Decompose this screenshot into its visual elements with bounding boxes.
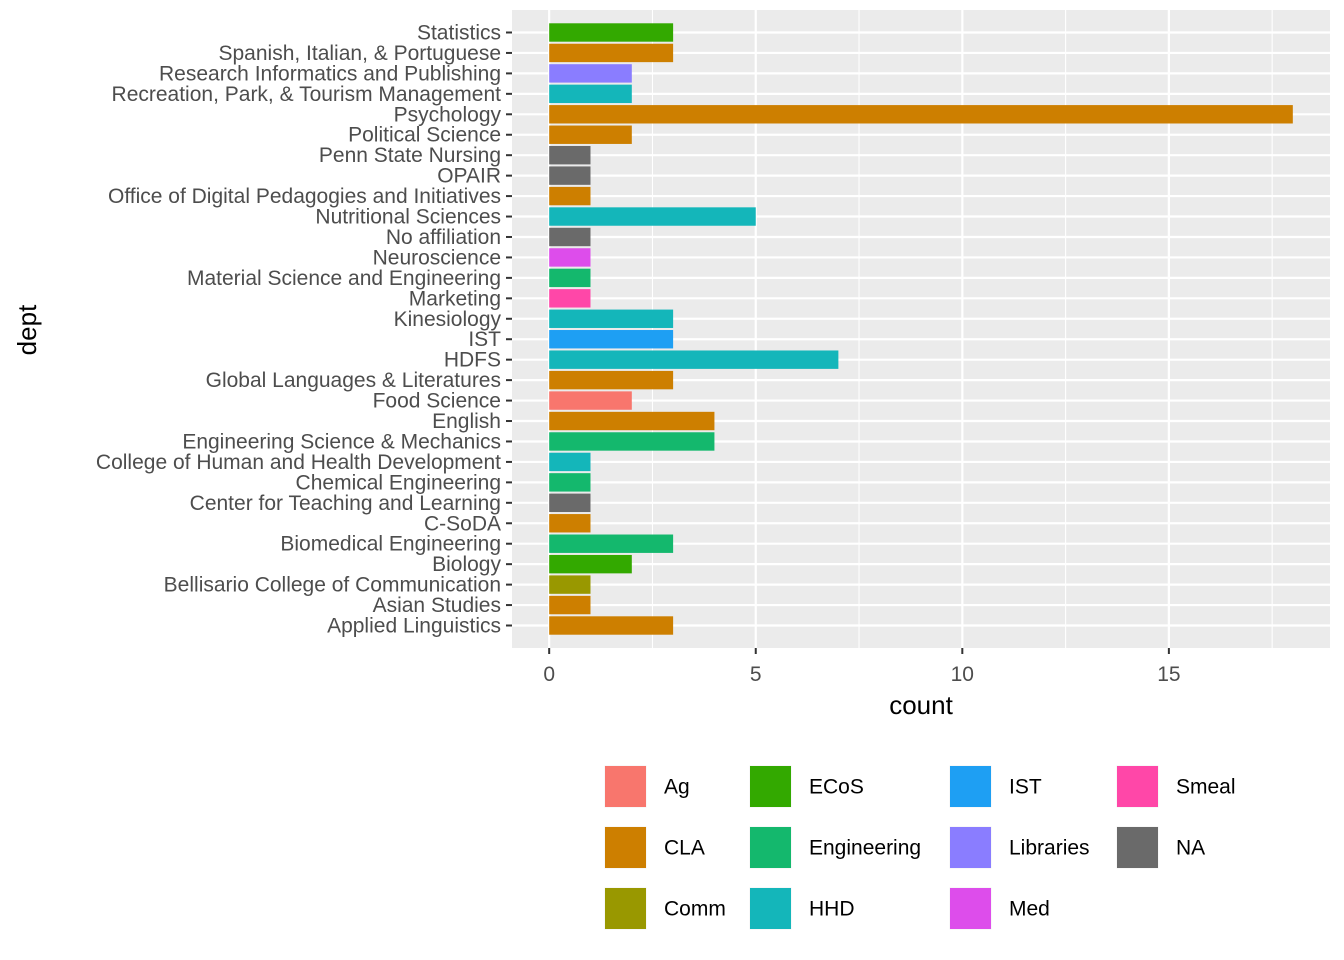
y-tick-label: HDFS [444, 349, 501, 372]
bar [549, 227, 591, 247]
x-tick-label: 0 [543, 663, 555, 686]
bar [549, 166, 591, 185]
bar [549, 145, 591, 165]
legend-label: Ag [664, 776, 690, 799]
legend-swatch [1117, 766, 1158, 807]
legend-swatch [605, 766, 646, 807]
bar [549, 23, 674, 42]
bar [549, 391, 632, 410]
y-tick-label: English [432, 410, 501, 433]
legend-label: Comm [664, 898, 726, 921]
legend-label: Libraries [1009, 837, 1090, 860]
bar [549, 534, 674, 553]
bar [549, 452, 591, 472]
legend-swatch [750, 827, 791, 868]
bar [549, 309, 674, 328]
x-tick-label: 10 [951, 663, 974, 686]
y-tick-label: College of Human and Health Development [96, 451, 501, 474]
bar [549, 207, 756, 226]
bar [549, 473, 591, 492]
y-tick-label: Neuroscience [373, 246, 501, 269]
legend-label: Engineering [809, 837, 921, 860]
y-tick-label: Marketing [409, 287, 501, 310]
x-tick-label: 15 [1157, 663, 1180, 686]
legend-swatch [950, 827, 991, 868]
x-axis-title: count [889, 690, 953, 720]
bar [549, 43, 674, 63]
legend-swatch [950, 888, 991, 929]
y-tick-label: Kinesiology [394, 308, 502, 331]
y-axis-title: dept [12, 304, 42, 355]
legend: Ag CLA Comm ECoS Engineering HHD IST Libraries M… [603, 764, 1236, 931]
x-axis: 0 5 10 15 [543, 648, 1181, 686]
bar [549, 514, 591, 533]
legend-label: CLA [664, 837, 705, 860]
legend-swatch [605, 888, 646, 929]
y-tick-label: Spanish, Italian, & Portuguese [218, 42, 501, 65]
legend-swatch [1117, 827, 1158, 868]
legend-label: Med [1009, 898, 1050, 921]
y-tick-label: Material Science and Engineering [187, 267, 501, 290]
y-tick-label: Biomedical Engineering [280, 533, 501, 556]
y-tick-label: IST [468, 328, 501, 351]
legend-label: HHD [809, 898, 855, 921]
y-tick-label: Bellisario College of Communication [164, 574, 501, 597]
y-tick-label: Nutritional Sciences [315, 206, 501, 229]
bar [549, 432, 715, 451]
x-tick-label: 5 [750, 663, 762, 686]
y-tick-label: OPAIR [437, 165, 501, 188]
bar [549, 248, 591, 267]
y-tick-label: Food Science [373, 390, 501, 413]
y-tick-label: Chemical Engineering [296, 471, 501, 494]
legend-label: IST [1009, 776, 1042, 799]
bar [549, 616, 674, 635]
bar [549, 330, 674, 349]
legend-label: ECoS [809, 776, 864, 799]
bar [549, 84, 632, 104]
y-tick-label: C-SoDA [424, 512, 501, 535]
y-tick-label: Asian Studies [373, 594, 501, 617]
bar [549, 350, 839, 369]
y-tick-label: Engineering Science & Mechanics [182, 430, 501, 453]
bar [549, 289, 591, 308]
y-tick-label: No affiliation [386, 226, 501, 249]
bars [549, 23, 1293, 635]
bar [549, 411, 715, 431]
y-tick-label: Recreation, Park, & Tourism Management [112, 83, 502, 106]
bar [549, 268, 591, 288]
y-tick-label: Center for Teaching and Learning [190, 492, 501, 515]
bar [549, 575, 591, 594]
bar [549, 554, 632, 574]
y-tick-label: Global Languages & Literatures [206, 369, 501, 392]
y-tick-label: Applied Linguistics [327, 615, 501, 638]
bar [549, 595, 591, 615]
legend-swatch [750, 888, 791, 929]
bar [549, 64, 632, 83]
y-tick-label: Biology [432, 553, 501, 576]
legend-label: NA [1176, 837, 1205, 860]
legend-label: Smeal [1176, 776, 1236, 799]
y-tick-label: Office of Digital Pedagogies and Initiat… [108, 185, 501, 208]
bar [549, 186, 591, 206]
bar [549, 105, 1293, 124]
legend-swatch [750, 766, 791, 807]
bar [549, 125, 632, 144]
y-tick-label: Penn State Nursing [319, 144, 501, 167]
legend-swatch [950, 766, 991, 807]
y-tick-label: Research Informatics and Publishing [159, 62, 501, 85]
y-tick-label: Statistics [417, 21, 501, 44]
bar [549, 493, 591, 513]
bar [549, 370, 674, 390]
legend-swatch [605, 827, 646, 868]
y-tick-label: Psychology [394, 103, 502, 126]
y-tick-label: Political Science [348, 124, 501, 147]
